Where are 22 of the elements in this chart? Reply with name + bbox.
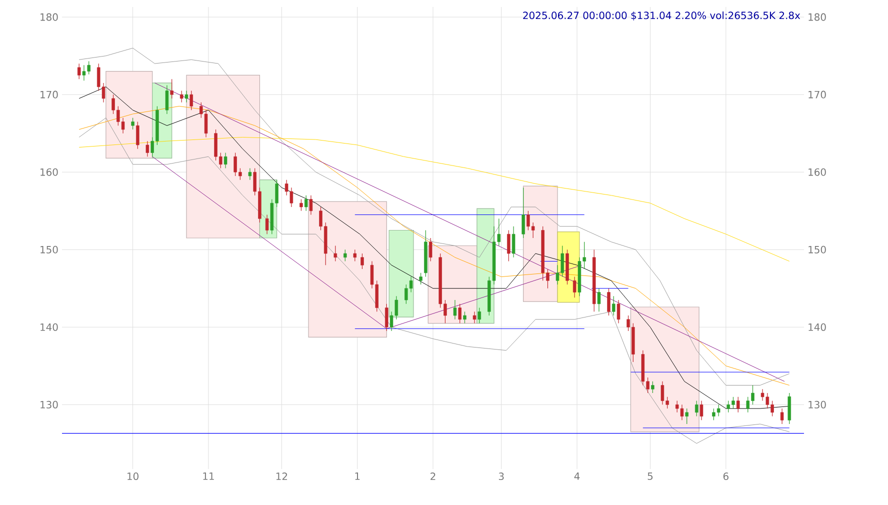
y-tick-label: 160: [40, 168, 58, 176]
y-tick-label: 130: [40, 400, 58, 408]
y2-tick-label: 150: [808, 246, 826, 254]
y2-tick-label: 170: [808, 90, 826, 98]
x-tick-label: 4: [574, 472, 580, 480]
x-tick-label: 1: [355, 472, 360, 480]
x-tick-label: 2: [430, 472, 436, 480]
y-tick-label: 150: [40, 246, 58, 254]
y2-tick-label: 130: [808, 400, 826, 408]
x-tick-label: 11: [203, 472, 214, 480]
x-tick-label: 12: [276, 472, 288, 480]
x-tick-label: 10: [128, 472, 138, 480]
y-tick-label: 180: [40, 13, 58, 21]
y-tick-label: 170: [40, 90, 58, 98]
y2-tick-label: 180: [808, 13, 826, 21]
y-tick-label: 140: [40, 323, 58, 331]
y2-tick-label: 140: [808, 323, 826, 331]
chart-title: 2025.06.27 00:00:00 $131.04 2.20% vol:26536.5K 2.8x: [523, 11, 800, 20]
x-tick-label: 5: [648, 472, 653, 480]
x-tick-label: 3: [498, 472, 504, 480]
y2-tick-label: 160: [808, 168, 826, 176]
x-tick-label: 6: [723, 472, 728, 480]
